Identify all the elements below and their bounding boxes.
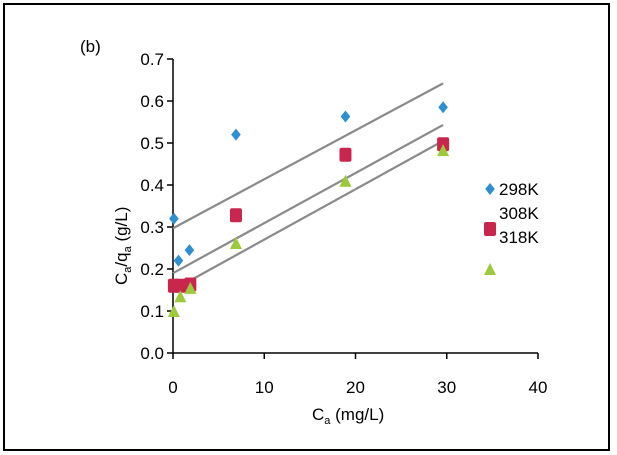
chart-frame [3, 3, 610, 451]
data-point [339, 147, 352, 162]
legend-label: 298K [499, 180, 539, 199]
data-point [229, 208, 242, 223]
x-tick-label: 30 [437, 378, 456, 397]
fit-line [172, 82, 444, 230]
data-point [437, 144, 450, 157]
data-point [229, 236, 242, 249]
data-point [173, 254, 184, 267]
data-point [438, 101, 448, 114]
y-axis-label: Ca/qa (g/L) [112, 207, 134, 285]
y-tick-label: 0.0 [140, 344, 164, 363]
legend-label: 318K [499, 228, 539, 247]
data-point [340, 110, 351, 123]
x-tick-label: 20 [346, 378, 365, 397]
data-point [184, 244, 195, 257]
y-tick-label: 0.3 [140, 218, 164, 237]
x-tick-label: 40 [529, 378, 548, 397]
data-point [167, 305, 180, 317]
data-point [184, 281, 197, 294]
data-point [231, 128, 241, 141]
data-point [174, 278, 187, 293]
y-tick-label: 0.5 [140, 134, 164, 153]
legend-label: 308K [499, 204, 539, 223]
fit-lines [172, 82, 444, 291]
data-point [339, 174, 352, 187]
axes: 0.0 0.1 0.2 0.3 0.4 0.5 0.6 0.7 0 10 20 30 40 [140, 50, 547, 397]
data-point [174, 290, 187, 303]
panel-label: (b) [80, 37, 101, 56]
y-tick-label: 0.1 [140, 302, 164, 321]
y-tick-label: 0.6 [140, 92, 164, 111]
legend-marker [484, 263, 496, 275]
y-tick-label: 0.7 [140, 50, 164, 69]
fit-line [172, 139, 444, 291]
legend-marker [484, 222, 496, 236]
data-points [167, 101, 450, 317]
y-tick-label: 0.2 [140, 260, 164, 279]
data-point [169, 212, 179, 225]
x-tick-label: 0 [168, 378, 177, 397]
legend: 298K 308K 318K [484, 180, 539, 275]
y-tick-label: 0.4 [140, 176, 164, 195]
fit-line [172, 123, 444, 275]
x-tick-label: 10 [255, 378, 274, 397]
legend-marker [485, 183, 495, 195]
x-axis-label: Ca (mg/L) [312, 405, 384, 427]
